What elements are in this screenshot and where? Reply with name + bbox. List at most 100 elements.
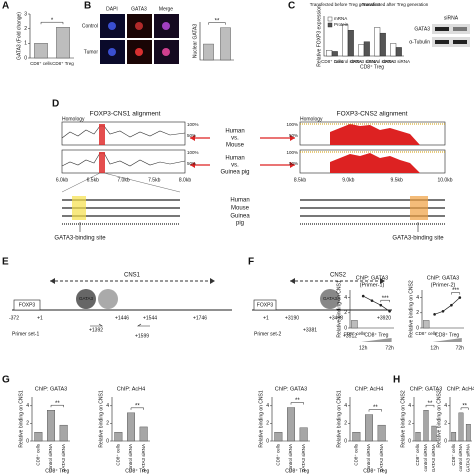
bar	[342, 24, 349, 57]
label: CD8⁺ cells	[116, 443, 121, 465]
label: +1544	[143, 315, 157, 321]
label: **	[135, 403, 140, 409]
label: Relative binding on CNS1	[18, 390, 24, 447]
label: Relative binding on CNS2	[408, 280, 414, 337]
label: ChIP: GATA3	[356, 275, 389, 281]
label: control siRNA	[288, 444, 293, 472]
bracket	[50, 404, 64, 408]
label: 4	[344, 403, 347, 409]
label: GATA3 siRNA	[466, 444, 471, 472]
bar	[287, 407, 296, 442]
label: Control siRNA	[366, 59, 395, 64]
label: CD8⁺ Treg	[360, 64, 384, 70]
bar	[363, 41, 370, 57]
label: CD8⁺ Treg	[285, 468, 309, 474]
label: CD8⁺ Treg	[435, 332, 459, 338]
label: Transfected before Treg generation	[310, 2, 381, 7]
panel-letter: H	[393, 375, 400, 386]
label: FOXP3	[19, 302, 36, 308]
label: ChIP: AcH4	[117, 386, 145, 392]
label: 2	[266, 421, 269, 427]
label: Primer set-1	[12, 331, 39, 337]
label: 0	[24, 55, 27, 61]
label: GATA3-binding site	[54, 236, 106, 242]
label: 50%	[187, 133, 196, 138]
label: 2	[26, 421, 29, 427]
label: GATA3 siRNA	[141, 444, 146, 472]
label: Mouse	[226, 143, 245, 149]
label: 72h	[385, 345, 394, 351]
label: CD8⁺ cells	[276, 443, 281, 465]
legend-swatch	[327, 16, 333, 22]
bar	[126, 412, 135, 442]
label: 2	[408, 421, 411, 427]
label: control siRNA	[48, 444, 53, 472]
label: mRNA	[334, 16, 347, 21]
bar	[139, 426, 148, 442]
label: 8.0kb	[179, 177, 191, 183]
point	[458, 296, 462, 299]
ramp	[432, 338, 462, 342]
label: 4	[106, 403, 109, 409]
label: 8.5kb	[294, 177, 306, 183]
bar	[299, 427, 308, 442]
label: control siRNA	[423, 444, 428, 472]
bar	[358, 44, 365, 57]
label: Guinea	[230, 214, 250, 220]
label: ChIP: GATA3	[35, 386, 68, 392]
label: 0	[408, 438, 411, 444]
bar	[351, 320, 358, 329]
bar	[56, 27, 70, 59]
label: GATA3	[323, 296, 338, 301]
label: 10.0kb	[437, 177, 452, 183]
label: 7.0kb	[117, 177, 129, 183]
label: Homology	[300, 116, 323, 122]
label: Relative FOXP3 expression	[316, 5, 322, 67]
label: ChIP: GATA3	[410, 386, 443, 392]
bar	[274, 432, 283, 442]
label: Tumor	[84, 49, 99, 55]
label: CNS1	[124, 273, 141, 279]
label: GATA3 siRNA	[379, 444, 384, 472]
bar	[374, 27, 381, 57]
bracket	[460, 407, 469, 410]
label: Guinea pig	[220, 170, 249, 176]
label: CD8⁺ cells	[344, 331, 366, 336]
label: Transfected after Treg generation	[362, 2, 429, 7]
label: 50%	[289, 161, 298, 166]
label: FOXP3-CNS2 alignment	[337, 111, 408, 118]
label: Primer set-2	[254, 331, 281, 337]
point	[433, 313, 436, 316]
label: GATA3	[79, 296, 94, 301]
label: +1	[263, 315, 269, 321]
bracket	[130, 407, 144, 410]
label: Relative binding on CNS1	[98, 390, 104, 447]
bracket	[40, 21, 64, 25]
label: **	[55, 401, 60, 407]
label: 4	[266, 403, 269, 409]
label: 0	[344, 325, 347, 331]
label: Relative binding on CNS1	[336, 280, 342, 337]
label: 0	[444, 438, 447, 444]
label: 6.5kb	[87, 177, 99, 183]
bar	[415, 432, 421, 442]
label: **	[428, 401, 433, 407]
label: Relative binding on CNS1	[336, 390, 342, 447]
label: 0	[266, 438, 269, 444]
label: 72h	[456, 345, 465, 351]
label: Protein	[334, 22, 349, 27]
label: -372	[9, 315, 19, 321]
bracket	[290, 402, 304, 405]
label: 50%	[187, 161, 196, 166]
label: 9.5kb	[391, 177, 403, 183]
label: 2	[344, 421, 347, 427]
bar	[34, 43, 48, 59]
label: GATA3 siRNA	[61, 444, 66, 472]
label: 100%	[187, 150, 199, 155]
label: 2	[24, 26, 27, 32]
label: +1599	[135, 333, 149, 339]
bar	[114, 432, 123, 442]
label: CD8⁺ cells	[354, 443, 359, 465]
bar	[34, 432, 43, 442]
